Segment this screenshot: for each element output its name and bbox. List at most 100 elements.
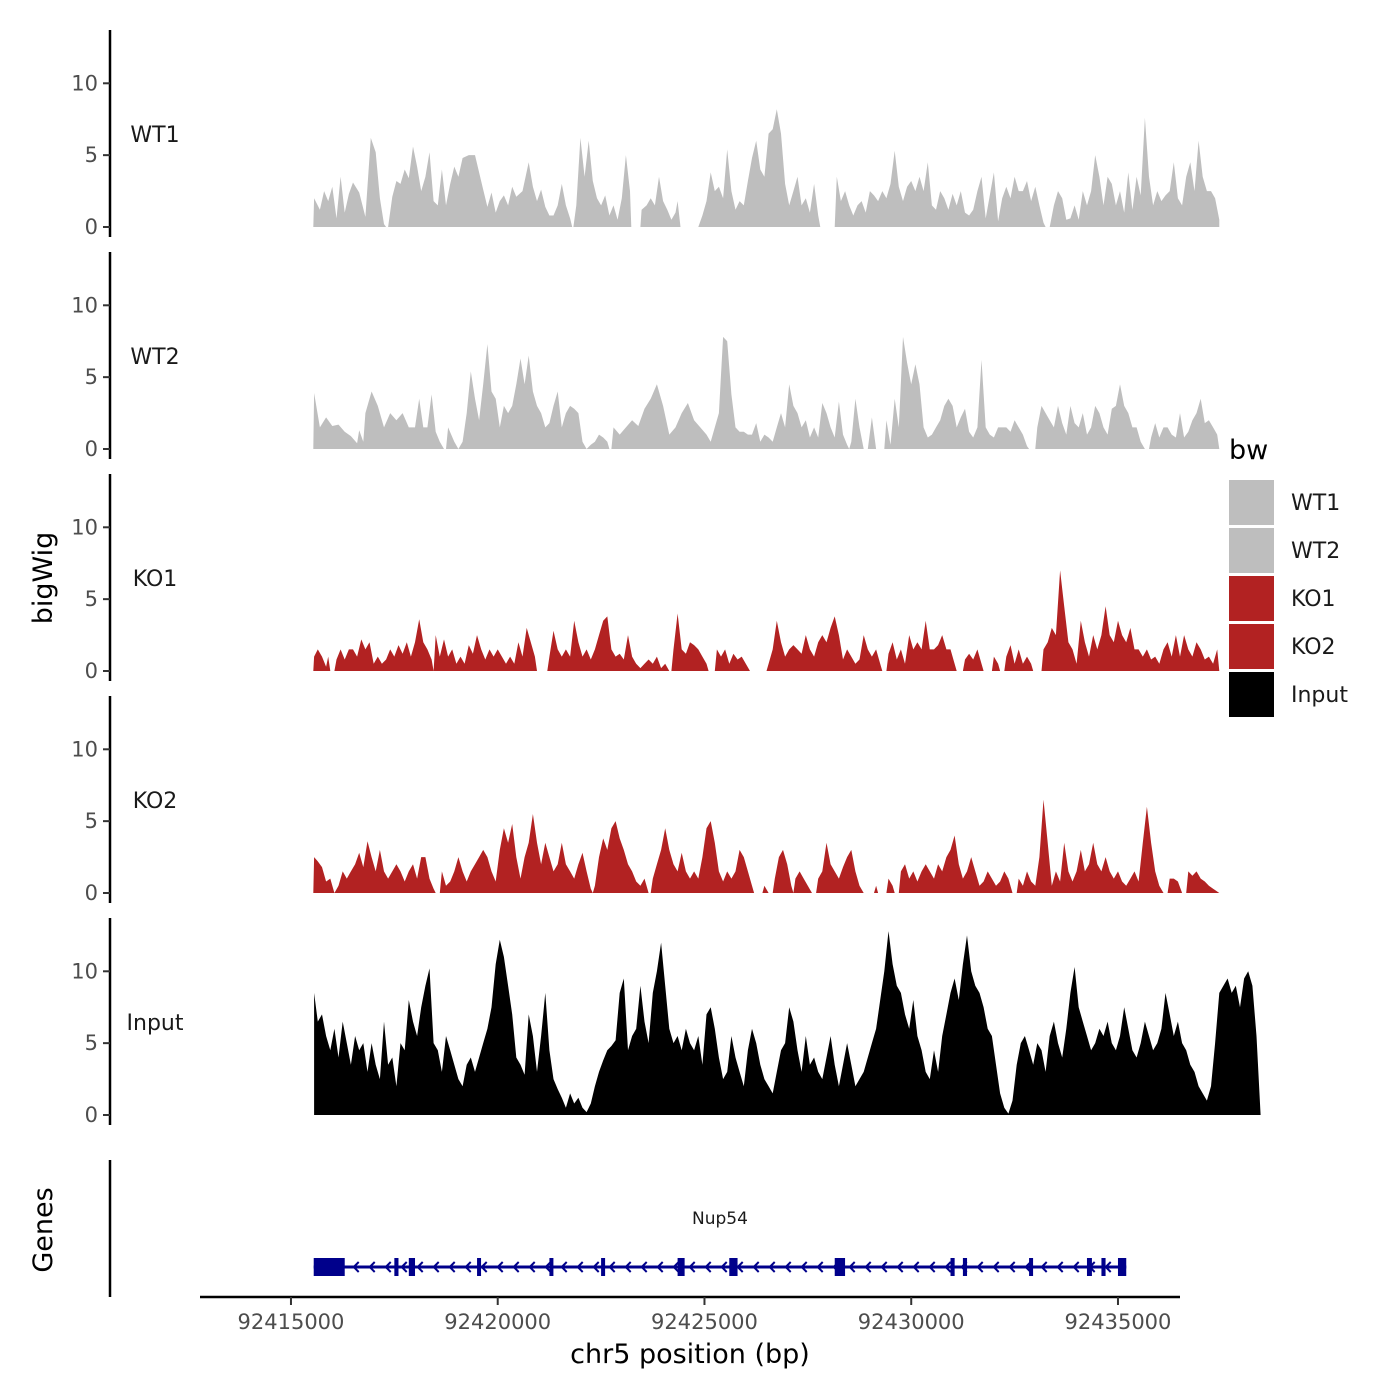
strand-arrow <box>656 1261 664 1273</box>
y-tick-label: 0 <box>85 659 98 683</box>
strand-arrow <box>528 1261 536 1273</box>
strand-arrow <box>976 1261 984 1273</box>
x-tick-label: 92435000 <box>1065 1310 1172 1334</box>
x-tick-label: 92415000 <box>238 1310 345 1334</box>
gene-exon <box>313 1258 345 1276</box>
y-tick-label: 10 <box>71 737 98 761</box>
y-tick-label: 5 <box>85 809 98 833</box>
strand-arrow <box>1072 1261 1080 1273</box>
legend-entry-ko2: KO2 <box>1291 635 1336 660</box>
legend-swatch-ko1 <box>1229 576 1274 621</box>
strand-arrow <box>576 1261 584 1273</box>
strand-arrow <box>512 1261 520 1273</box>
strand-arrow <box>1104 1261 1112 1273</box>
legend-entry-ko1: KO1 <box>1291 587 1336 612</box>
track-label-wt1: WT1 <box>130 123 179 148</box>
genes-axis-title: Genes <box>28 1187 59 1272</box>
gene-exon <box>1029 1258 1034 1276</box>
track-input: 0 5 10 Input <box>71 918 1261 1127</box>
y-tick-label: 5 <box>85 143 98 167</box>
strand-arrow <box>352 1261 360 1273</box>
legend-swatch-wt2 <box>1229 528 1274 573</box>
strand-arrow <box>736 1261 744 1273</box>
gene-exon <box>962 1258 968 1276</box>
track-ko1: 0 5 10 KO1 <box>71 474 1220 683</box>
strand-arrow <box>592 1261 600 1273</box>
gene-name-label: Nup54 <box>692 1209 748 1229</box>
gene-exon <box>477 1258 482 1276</box>
legend: bw WT1 WT2 KO1 KO2 Input <box>1229 435 1348 717</box>
y-tick-label: 10 <box>71 959 98 983</box>
strand-arrow <box>1056 1261 1064 1273</box>
strand-arrow <box>944 1261 952 1273</box>
strand-arrow <box>864 1261 872 1273</box>
gene-exon <box>1086 1258 1092 1276</box>
y-tick-label: 0 <box>85 215 98 239</box>
gene-exon <box>601 1258 606 1276</box>
track-wt2: 0 5 10 WT2 <box>71 252 1220 461</box>
strand-arrow <box>720 1261 728 1273</box>
y-axis-title: bigWig <box>28 532 59 625</box>
strand-arrow <box>384 1261 392 1273</box>
gene-exon <box>834 1258 846 1276</box>
gene-exon <box>394 1258 399 1276</box>
y-tick-label: 5 <box>85 587 98 611</box>
x-axis: 92415000 92420000 92425000 92430000 92435000 <box>200 1295 1180 1334</box>
strand-arrow <box>432 1261 440 1273</box>
strand-arrow <box>608 1261 616 1273</box>
strand-arrow <box>816 1261 824 1273</box>
strand-arrow <box>800 1261 808 1273</box>
legend-entry-wt2: WT2 <box>1291 539 1340 564</box>
strand-arrow <box>640 1261 648 1273</box>
gene-exon <box>677 1258 685 1276</box>
strand-arrow <box>448 1261 456 1273</box>
track-ko2: 0 5 10 KO2 <box>71 696 1220 905</box>
x-axis-title: chr5 position (bp) <box>570 1339 810 1370</box>
legend-swatch-ko2 <box>1229 624 1274 669</box>
strand-arrow <box>1024 1261 1032 1273</box>
strand-arrow <box>480 1261 488 1273</box>
strand-arrow <box>672 1261 680 1273</box>
strand-arrow <box>768 1261 776 1273</box>
strand-arrow <box>784 1261 792 1273</box>
gene-exon <box>549 1258 554 1276</box>
x-tick-label: 92430000 <box>858 1310 965 1334</box>
strand-arrow <box>992 1261 1000 1273</box>
genes-panel: Nup54 <box>108 1160 1127 1297</box>
legend-entry-input: Input <box>1291 683 1348 708</box>
track-wt1: 0 5 10 WT1 <box>71 30 1220 239</box>
x-tick-label: 92420000 <box>444 1310 551 1334</box>
track-label-input: Input <box>127 1011 184 1036</box>
legend-title: bw <box>1229 435 1268 466</box>
signal-area-input <box>314 931 1261 1115</box>
gene-exon <box>950 1258 955 1276</box>
y-tick-label: 10 <box>71 71 98 95</box>
strand-arrow <box>1008 1261 1016 1273</box>
gene-exon <box>729 1258 738 1276</box>
gene-exon <box>1101 1258 1106 1276</box>
signal-area-ko2 <box>313 799 1220 893</box>
track-label-ko2: KO2 <box>133 789 178 814</box>
bigwig-tracks: 0 5 10 WT1 0 5 10 WT2 0 5 10 KO1 0 5 10 KO2 0 5 10 Input <box>71 30 1261 1127</box>
strand-arrow <box>400 1261 408 1273</box>
strand-arrow <box>416 1261 424 1273</box>
strand-arrow <box>1040 1261 1048 1273</box>
legend-swatch-input <box>1229 672 1274 717</box>
signal-area-ko1 <box>313 570 1220 671</box>
y-tick-label: 0 <box>85 881 98 905</box>
y-tick-label: 5 <box>85 365 98 389</box>
strand-arrow <box>624 1261 632 1273</box>
track-label-ko1: KO1 <box>133 567 178 592</box>
strand-arrow <box>560 1261 568 1273</box>
strand-arrow <box>704 1261 712 1273</box>
strand-arrow <box>496 1261 504 1273</box>
x-tick-label: 92425000 <box>651 1310 758 1334</box>
legend-swatch-wt1 <box>1229 480 1274 525</box>
strand-arrow <box>912 1261 920 1273</box>
strand-arrow <box>752 1261 760 1273</box>
strand-arrow <box>880 1261 888 1273</box>
strand-arrow <box>928 1261 936 1273</box>
y-tick-label: 5 <box>85 1031 98 1055</box>
strand-arrow <box>896 1261 904 1273</box>
y-tick-label: 10 <box>71 293 98 317</box>
